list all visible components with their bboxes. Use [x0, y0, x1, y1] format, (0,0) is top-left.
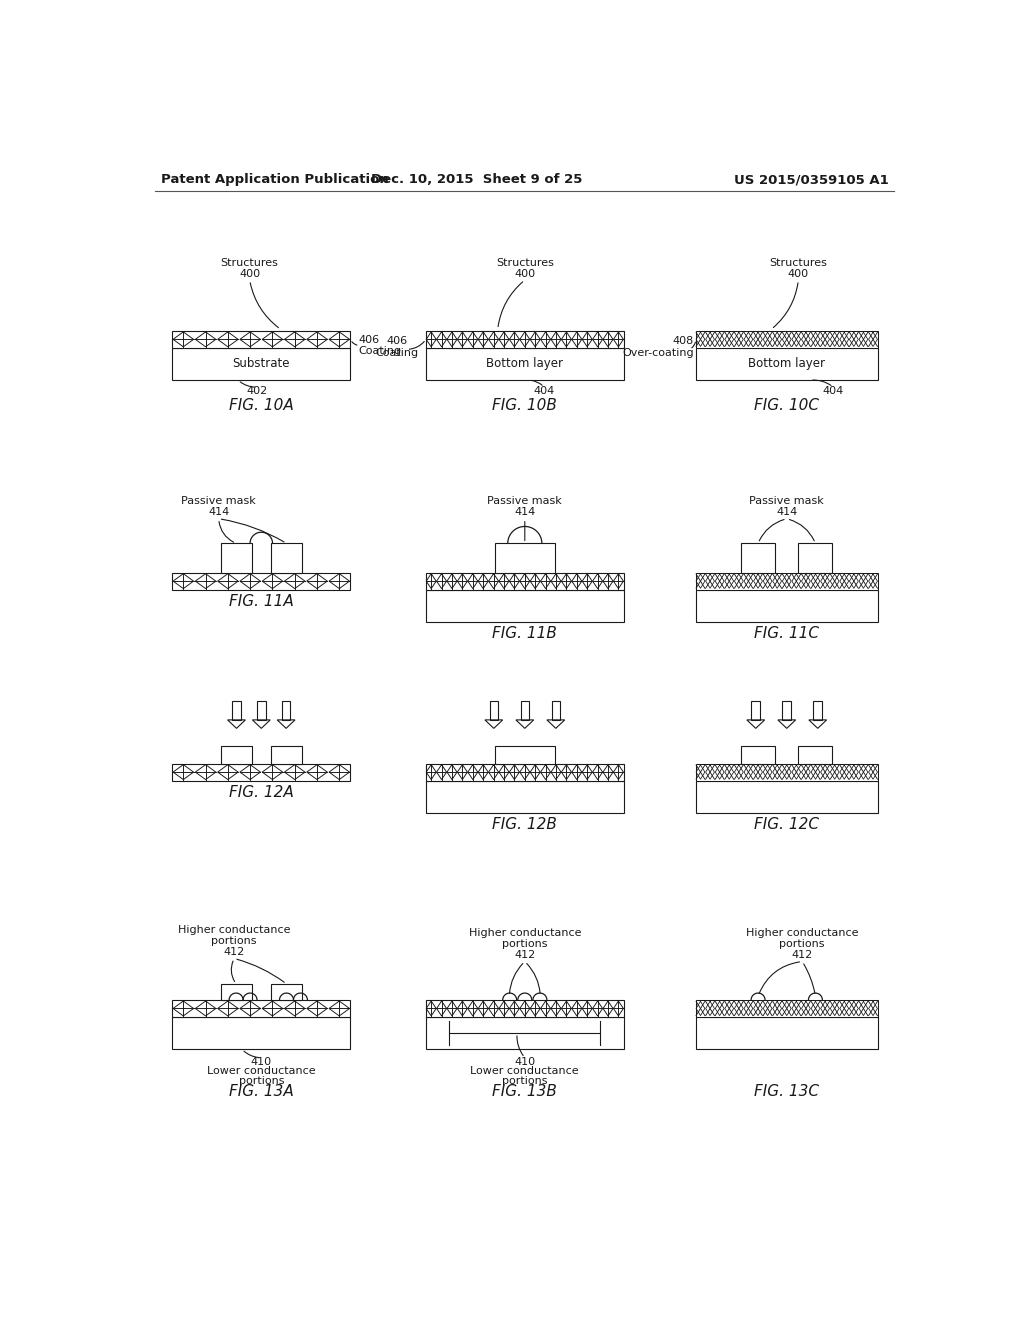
Bar — [426, 573, 624, 590]
Bar — [799, 746, 833, 763]
Bar — [426, 590, 624, 622]
Text: portions: portions — [502, 1076, 548, 1086]
Text: Higher conductance: Higher conductance — [746, 928, 858, 939]
Text: Coating: Coating — [358, 346, 401, 355]
Bar — [695, 763, 878, 780]
Text: 400: 400 — [514, 268, 536, 279]
Bar — [172, 763, 350, 780]
Text: 406: 406 — [386, 337, 408, 346]
Bar — [271, 544, 302, 573]
Bar — [495, 746, 555, 763]
Text: 406: 406 — [358, 335, 379, 345]
Bar — [172, 331, 350, 348]
Text: 404: 404 — [534, 387, 555, 396]
Bar — [695, 573, 878, 590]
Bar — [741, 544, 775, 573]
Text: portions: portions — [211, 936, 257, 946]
Text: FIG. 11C: FIG. 11C — [755, 626, 819, 642]
Text: Structures: Structures — [496, 257, 554, 268]
Text: Substrate: Substrate — [232, 358, 290, 371]
Text: Patent Application Publication: Patent Application Publication — [161, 173, 388, 186]
Text: Dec. 10, 2015  Sheet 9 of 25: Dec. 10, 2015 Sheet 9 of 25 — [371, 173, 583, 186]
Text: 414: 414 — [776, 507, 798, 517]
Text: Passive mask: Passive mask — [750, 496, 824, 507]
Bar — [752, 701, 760, 719]
Text: portions: portions — [239, 1076, 284, 1086]
Bar — [426, 348, 624, 380]
Text: Lower conductance: Lower conductance — [207, 1067, 315, 1076]
Text: Bottom layer: Bottom layer — [749, 358, 825, 371]
Bar — [489, 701, 498, 719]
Bar — [172, 1001, 350, 1016]
Bar — [782, 701, 791, 719]
Text: FIG. 12A: FIG. 12A — [229, 785, 294, 800]
Bar — [695, 331, 878, 348]
Bar — [741, 746, 775, 763]
Text: FIG. 13A: FIG. 13A — [229, 1084, 294, 1100]
Bar — [426, 1001, 624, 1016]
Bar — [695, 1001, 878, 1016]
Bar — [172, 348, 350, 380]
Text: FIG. 10C: FIG. 10C — [755, 397, 819, 413]
Bar — [232, 701, 241, 719]
Text: FIG. 12C: FIG. 12C — [755, 817, 819, 832]
Text: 412: 412 — [792, 950, 813, 960]
Text: 410: 410 — [514, 1057, 536, 1067]
Text: Structures: Structures — [769, 257, 827, 268]
Text: portions: portions — [502, 940, 548, 949]
Text: FIG. 11A: FIG. 11A — [229, 594, 294, 609]
Bar — [695, 1016, 878, 1049]
Bar — [799, 544, 833, 573]
Text: 414: 414 — [208, 507, 229, 517]
Text: Lower conductance: Lower conductance — [470, 1067, 580, 1076]
Bar — [172, 573, 350, 590]
Bar — [257, 701, 265, 719]
Bar — [813, 701, 822, 719]
Text: 412: 412 — [223, 946, 245, 957]
Bar — [220, 983, 252, 1001]
Text: FIG. 10A: FIG. 10A — [229, 397, 294, 413]
Text: FIG. 13B: FIG. 13B — [493, 1084, 557, 1100]
Text: Passive mask: Passive mask — [181, 496, 256, 507]
Text: Higher conductance: Higher conductance — [469, 928, 581, 939]
Text: FIG. 13C: FIG. 13C — [755, 1084, 819, 1100]
Text: US 2015/0359105 A1: US 2015/0359105 A1 — [734, 173, 889, 186]
Text: Passive mask: Passive mask — [487, 496, 562, 507]
Text: FIG. 11B: FIG. 11B — [493, 626, 557, 642]
Bar — [426, 331, 624, 348]
Bar — [695, 348, 878, 380]
Text: 404: 404 — [822, 387, 844, 396]
Bar — [271, 746, 302, 763]
Text: 414: 414 — [514, 507, 536, 517]
Text: Higher conductance: Higher conductance — [178, 925, 291, 936]
Text: Bottom layer: Bottom layer — [486, 358, 563, 371]
Text: portions: portions — [779, 940, 825, 949]
Text: FIG. 10B: FIG. 10B — [493, 397, 557, 413]
Bar — [220, 746, 252, 763]
Bar — [695, 590, 878, 622]
Bar — [552, 701, 560, 719]
Text: 408: 408 — [673, 337, 694, 346]
Bar — [426, 1016, 624, 1049]
Bar — [426, 763, 624, 780]
Text: 402: 402 — [247, 387, 268, 396]
Text: 400: 400 — [787, 268, 809, 279]
Bar — [495, 544, 555, 573]
Text: Coating: Coating — [375, 348, 418, 358]
Bar — [282, 701, 291, 719]
Text: Over-coating: Over-coating — [623, 348, 694, 358]
Text: 410: 410 — [251, 1057, 271, 1067]
Bar — [426, 780, 624, 813]
Text: FIG. 12B: FIG. 12B — [493, 817, 557, 832]
Text: 400: 400 — [240, 268, 260, 279]
Text: Structures: Structures — [221, 257, 279, 268]
Bar — [220, 544, 252, 573]
Bar — [695, 780, 878, 813]
Bar — [172, 1016, 350, 1049]
Text: 412: 412 — [514, 950, 536, 960]
Bar — [271, 983, 302, 1001]
Bar — [520, 701, 529, 719]
